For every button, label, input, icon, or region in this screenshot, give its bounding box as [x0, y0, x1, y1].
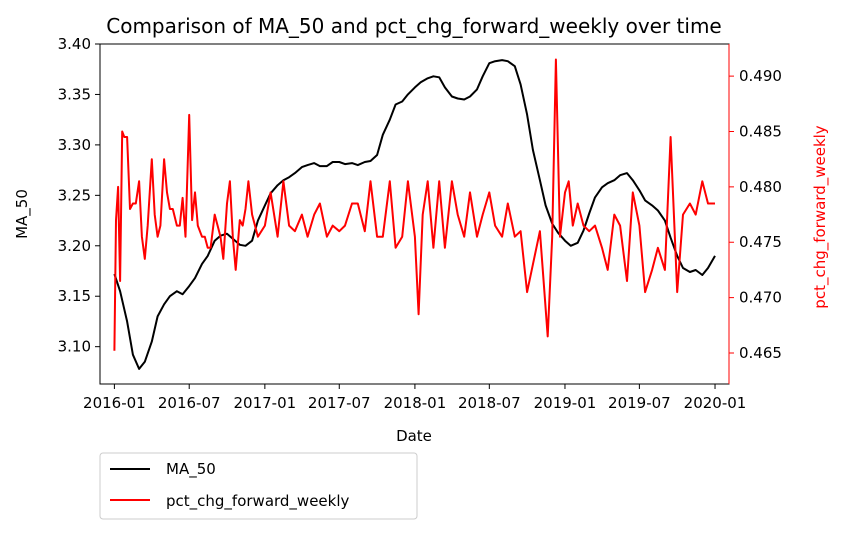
plot-area-border [99, 43, 730, 385]
x-tick-label: 2017-07 [308, 394, 371, 412]
right-y-tick-label: 0.470 [739, 289, 782, 307]
x-axis-ticks: 2016-01 2016-07 2017-01 2017-07 2018-01 2018-… [83, 384, 746, 412]
x-tick-label: 2020-01 [684, 394, 747, 412]
x-tick-label: 2016-07 [158, 394, 221, 412]
left-y-tick-label: 3.15 [58, 287, 91, 305]
series-layer [113, 58, 716, 370]
x-tick-label: 2019-07 [608, 394, 671, 412]
left-y-tick-label: 3.20 [58, 237, 91, 255]
left-y-tick-label: 3.25 [58, 186, 91, 204]
right-y-tick-label: 0.475 [739, 233, 782, 251]
left-y-tick-label: 3.35 [58, 85, 91, 103]
x-tick-label: 2019-01 [534, 394, 597, 412]
left-y-tick-label: 3.40 [58, 35, 91, 53]
right-y-axis-label: pct_chg_forward_weekly [811, 125, 830, 309]
right-y-tick-label: 0.480 [739, 178, 782, 196]
x-tick-label: 2016-01 [83, 394, 146, 412]
series-line-pct-chg-forward-weekly [113, 58, 715, 351]
series-line-ma50 [113, 59, 716, 370]
legend-box [99, 452, 418, 520]
right-y-tick-label: 0.465 [739, 344, 782, 362]
x-tick-label: 2018-01 [384, 394, 447, 412]
x-axis-label: Date [396, 427, 432, 445]
x-tick-label: 2018-07 [458, 394, 521, 412]
left-y-tick-label: 3.30 [58, 136, 91, 154]
x-tick-label: 2017-01 [234, 394, 297, 412]
right-y-axis-ticks: 0.465 0.470 0.475 0.480 0.485 0.490 [729, 67, 782, 362]
left-y-tick-label: 3.10 [58, 338, 91, 356]
left-y-axis-label: MA_50 [13, 189, 32, 239]
legend: MA_50 pct_chg_forward_weekly [99, 452, 418, 520]
legend-label-pct-chg: pct_chg_forward_weekly [166, 492, 350, 511]
left-y-axis-ticks: 3.10 3.15 3.20 3.25 3.30 3.35 3.40 [58, 35, 100, 356]
plot-frame [99, 43, 730, 385]
chart-title: Comparison of MA_50 and pct_chg_forward_… [106, 14, 722, 38]
right-y-tick-label: 0.485 [739, 122, 782, 140]
right-y-tick-label: 0.490 [739, 67, 782, 85]
legend-label-ma50: MA_50 [166, 460, 216, 479]
